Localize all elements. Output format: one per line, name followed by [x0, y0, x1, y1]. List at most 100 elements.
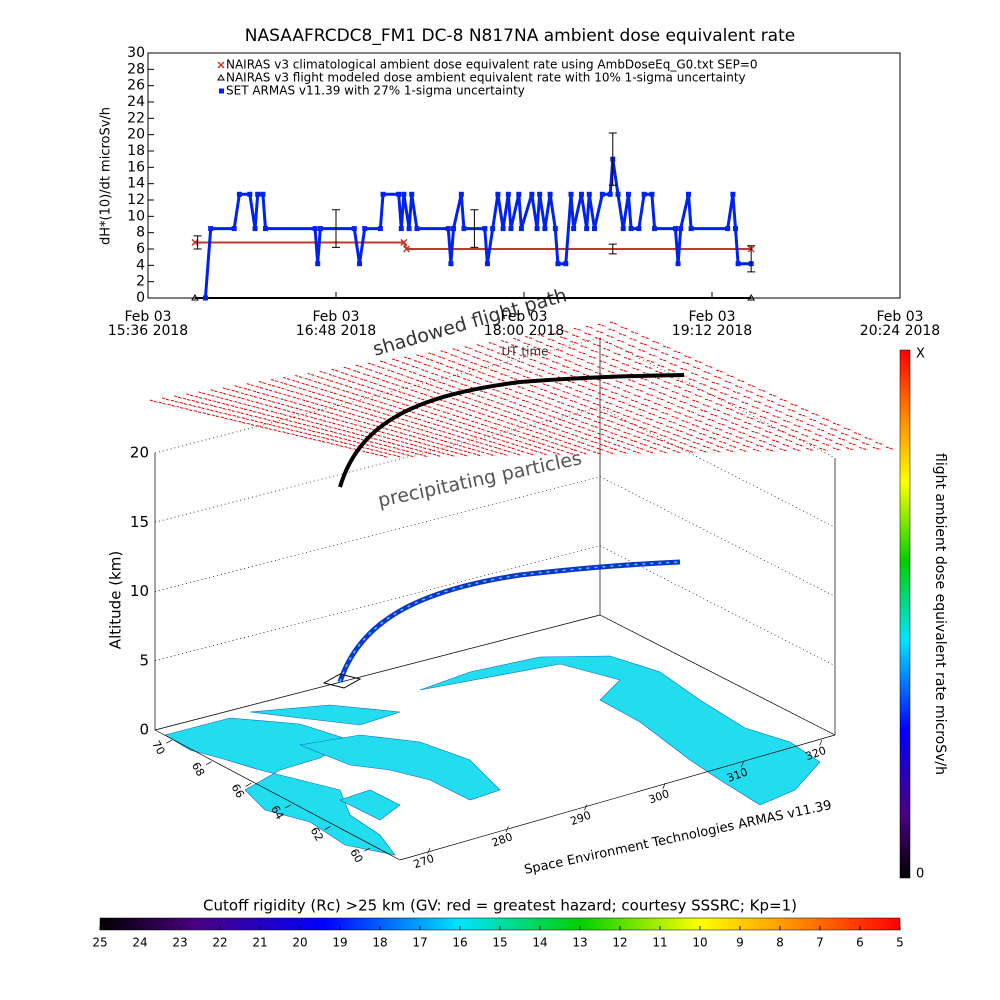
legend-marker	[217, 74, 225, 81]
tick	[245, 782, 252, 787]
rc-tick-label: 24	[132, 936, 147, 950]
chart-title: NASAAFRCDC8_FM1 DC-8 N817NA ambient dose…	[245, 26, 795, 46]
y-tick-label: 18	[127, 143, 145, 159]
shadowed-flight-path	[338, 373, 685, 488]
marker	[396, 191, 402, 197]
marker	[586, 191, 592, 197]
legend-label: NAIRAS v3 climatological ambient dose eq…	[226, 58, 758, 72]
y-tick-label: 30	[127, 45, 145, 61]
marker	[406, 226, 412, 232]
marker	[317, 226, 323, 232]
marker	[672, 226, 678, 232]
grid-line	[154, 406, 601, 523]
tick-label: 70	[149, 738, 167, 757]
x-tick-label: Feb 03 20:24 2018	[860, 309, 940, 339]
grid-line	[154, 337, 601, 454]
rc-tick-label: 11	[652, 936, 667, 950]
rc-tick-label: 16	[452, 936, 467, 950]
marker	[529, 191, 535, 197]
tick	[166, 739, 173, 744]
colorbar-label: 0	[916, 867, 924, 882]
marker	[625, 191, 631, 197]
y-tick-label: 20	[127, 127, 145, 143]
tick	[584, 804, 588, 811]
marker	[615, 191, 621, 197]
y-tick-label: 4	[136, 257, 145, 273]
marker	[628, 226, 634, 232]
rc-tick-label: 23	[172, 936, 187, 950]
rc-tick-label: 18	[372, 936, 387, 950]
marker	[641, 191, 647, 197]
series-line	[203, 158, 752, 299]
rc-tick-label: 8	[776, 936, 784, 950]
rc-tick-label: 25	[92, 936, 107, 950]
axis-edge	[399, 734, 836, 861]
tick-label: 64	[268, 803, 286, 822]
tick	[740, 761, 744, 768]
rc-tick-label: 15	[492, 936, 507, 950]
marker	[599, 191, 605, 197]
marker	[688, 226, 694, 232]
marker	[686, 191, 691, 197]
x-tick-label: Feb 03 18:00 2018	[484, 309, 564, 339]
axis-edge	[154, 729, 401, 861]
marker	[620, 226, 626, 232]
marker	[490, 226, 496, 232]
colorbar-label: X	[916, 347, 925, 362]
y-axis-label: dH*(10)/dt microSv/h	[99, 107, 114, 245]
marker	[236, 191, 242, 197]
rc-tick-label: 17	[412, 936, 427, 950]
marker	[518, 226, 524, 232]
rc-colorbar-title: Cutoff rigidity (Rc) >25 km (GV: red = g…	[203, 897, 797, 915]
y-tick-label: 16	[127, 159, 145, 175]
legend-label: SET ARMAS v11.39 with 27% 1-sigma uncert…	[226, 84, 525, 98]
marker	[458, 191, 464, 197]
marker	[191, 238, 199, 246]
error-bar	[193, 235, 202, 250]
rc-tick-label: 22	[212, 936, 227, 950]
y-tick-label: 6	[136, 241, 145, 257]
marker	[362, 226, 368, 232]
axis-edge	[599, 614, 836, 736]
y-tick-label: 8	[136, 225, 145, 241]
tick-label: 66	[229, 782, 247, 801]
marker	[448, 261, 454, 267]
marker	[495, 191, 501, 197]
tick-label: 68	[189, 760, 207, 779]
y-tick-label: 26	[127, 78, 145, 94]
z-tick-label: 0	[139, 721, 149, 739]
marker	[191, 294, 199, 301]
start-marker	[322, 673, 362, 689]
tick	[505, 826, 509, 833]
marker	[571, 226, 577, 232]
legend-marker	[219, 88, 224, 94]
marker	[401, 191, 407, 197]
x-tick-label: Feb 03 19:12 2018	[672, 309, 752, 339]
series-line	[195, 241, 752, 250]
marker	[461, 226, 467, 232]
marker	[534, 226, 540, 232]
marker	[730, 191, 736, 197]
marker	[555, 261, 561, 267]
marker	[516, 191, 522, 197]
marker	[202, 295, 208, 301]
marker	[500, 226, 506, 232]
grid-line	[154, 476, 601, 592]
marker	[208, 226, 214, 232]
particle-field	[149, 321, 895, 458]
marker	[351, 226, 357, 232]
marker	[312, 226, 318, 232]
z-tick-label: 10	[130, 582, 149, 600]
legend-label: NAIRAS v3 flight modeled dose ambient eq…	[226, 71, 746, 85]
rc-tick-label: 10	[692, 936, 707, 950]
marker	[263, 226, 268, 232]
y-tick-label: 10	[127, 208, 145, 224]
legend-marker	[217, 61, 225, 69]
grid-line	[599, 337, 836, 459]
rc-tick-label: 14	[532, 936, 547, 950]
x-tick-label: Feb 03 16:48 2018	[296, 309, 376, 339]
error-bar	[608, 243, 617, 255]
flight-path-highlight	[339, 561, 681, 683]
marker	[678, 226, 684, 232]
